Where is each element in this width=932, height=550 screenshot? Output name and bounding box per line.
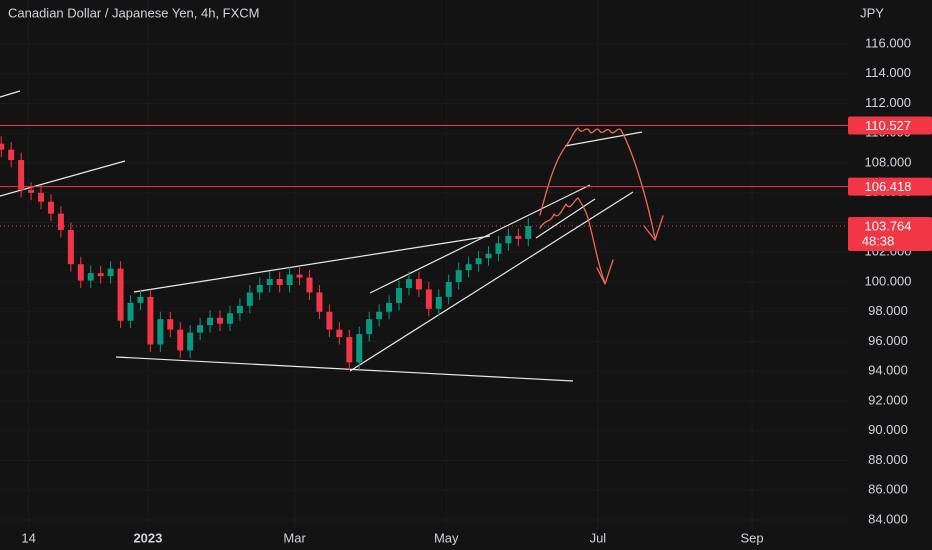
candle-body — [415, 279, 422, 290]
trend-line — [564, 131, 643, 147]
candle-body — [326, 311, 333, 330]
candle-body — [0, 143, 5, 150]
x-tick-label: May — [434, 530, 459, 545]
candle-body — [276, 279, 283, 286]
candle-body — [435, 296, 442, 309]
candle-body — [266, 279, 273, 286]
candle-body — [197, 325, 204, 333]
candle-body — [445, 282, 452, 297]
candle-body — [455, 270, 462, 283]
y-tick-label: 108.000 — [865, 154, 912, 169]
y-tick-label: 100.000 — [865, 273, 912, 288]
candle-body — [475, 258, 482, 265]
x-tick-label: 2023 — [133, 530, 162, 545]
projection-path — [539, 127, 656, 239]
candle-body — [97, 273, 104, 277]
candle-body — [177, 329, 184, 351]
chart-title: Canadian Dollar / Japanese Yen, 4h, FXCM — [8, 5, 260, 20]
candle-body — [217, 317, 224, 324]
y-tick-label: 86.000 — [868, 482, 908, 497]
trend-line — [0, 90, 21, 98]
trend-line — [369, 184, 591, 294]
time-axis-bg — [0, 530, 932, 550]
candle-body — [137, 296, 144, 303]
y-tick-label: 112.000 — [865, 95, 911, 110]
candle-body — [356, 334, 363, 363]
candle-body — [77, 264, 84, 281]
trend-line — [535, 198, 596, 239]
candle-body — [376, 311, 383, 320]
projection-path — [539, 197, 606, 284]
candle-body — [236, 305, 243, 314]
candle-body — [246, 292, 253, 306]
candle-body — [505, 235, 512, 244]
candle-body — [28, 189, 35, 193]
projection-arrow — [643, 215, 664, 241]
candle-body — [366, 319, 373, 335]
countdown: 48:38 — [862, 233, 895, 248]
candle-body — [386, 302, 393, 312]
y-tick-label: 96.000 — [868, 333, 908, 348]
candle-body — [425, 289, 432, 309]
price-axis-bg — [848, 0, 932, 550]
x-tick-label: Sep — [740, 530, 763, 545]
candle-body — [47, 201, 54, 214]
candle-body — [8, 149, 15, 161]
candle-body — [396, 287, 403, 303]
y-tick-label: 94.000 — [868, 363, 908, 378]
candle-body — [127, 302, 134, 321]
trend-line — [133, 235, 491, 293]
candle-body — [306, 277, 313, 293]
candle-body — [515, 235, 522, 239]
last-price-bg — [848, 217, 932, 252]
candle-body — [67, 229, 74, 265]
candle-body — [87, 273, 94, 281]
candle-body — [405, 279, 412, 288]
price-label: 110.527 — [865, 118, 911, 133]
last-price-label: 103.764 — [865, 218, 912, 233]
candle-body — [167, 319, 174, 330]
candle-body — [465, 264, 472, 271]
candle-body — [157, 319, 164, 345]
candle-body — [485, 253, 492, 259]
trend-lines — [0, 90, 643, 382]
x-tick-label: 14 — [21, 530, 35, 545]
candle-body — [57, 213, 64, 230]
x-tick-label: Mar — [283, 530, 306, 545]
candle-body — [286, 274, 293, 286]
candle-body — [147, 296, 154, 345]
y-tick-label: 90.000 — [868, 422, 908, 437]
candle-body — [336, 329, 343, 338]
y-tick-label: 116.000 — [865, 35, 911, 50]
y-tick-label: 92.000 — [868, 392, 908, 407]
candle-body — [256, 285, 263, 293]
candle-body — [226, 313, 233, 324]
hand-drawings — [539, 127, 664, 285]
candle-body — [346, 337, 353, 363]
axis-unit: JPY — [860, 5, 884, 20]
y-tick-label: 98.000 — [868, 303, 908, 318]
trend-line — [115, 356, 574, 382]
candle-body — [207, 317, 214, 326]
price-label-bg — [848, 116, 932, 135]
trend-line — [349, 191, 634, 372]
candle-body — [495, 243, 502, 254]
candle-body — [18, 160, 25, 190]
candle-body — [107, 268, 114, 277]
y-tick-label: 88.000 — [868, 452, 908, 467]
candle-body — [316, 292, 323, 312]
candle-body — [117, 268, 124, 321]
x-tick-label: Jul — [590, 530, 607, 545]
y-tick-label: 114.000 — [865, 65, 911, 80]
y-tick-label: 84.000 — [868, 511, 908, 526]
price-label-bg — [848, 177, 932, 196]
candle-body — [525, 226, 532, 239]
projection-arrow — [596, 259, 614, 285]
candle-body — [187, 332, 194, 351]
candle-body — [296, 274, 303, 278]
candle-body — [38, 192, 45, 202]
price-label: 106.418 — [865, 179, 912, 194]
